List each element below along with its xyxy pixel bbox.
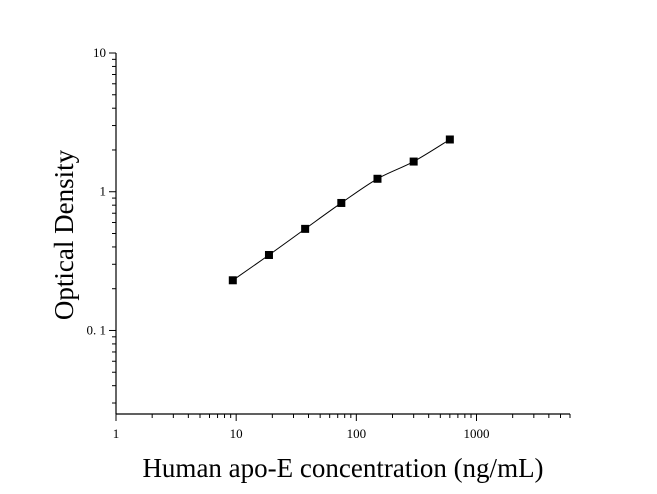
x-tick-label: 1000 <box>463 426 489 441</box>
data-point <box>337 198 346 207</box>
data-point <box>301 224 310 233</box>
data-point <box>445 135 454 144</box>
x-axis-title: Human apo-E concentration (ng/mL) <box>142 453 543 483</box>
ticks: 1 10 100 1000 0. 1 1 10 <box>87 45 571 441</box>
data-points <box>228 135 454 285</box>
data-point <box>228 276 237 285</box>
y-tick-label: 0. 1 <box>87 322 107 337</box>
data-point <box>264 250 273 259</box>
data-point <box>373 174 382 183</box>
x-tick-label: 100 <box>347 426 367 441</box>
axes <box>115 53 570 415</box>
y-tick-label: 1 <box>100 184 107 199</box>
x-tick-label: 1 <box>113 426 120 441</box>
x-tick-label: 10 <box>230 426 243 441</box>
data-point <box>409 157 418 166</box>
y-tick-label: 10 <box>93 45 106 60</box>
y-axis-title: Optical Density <box>49 149 79 320</box>
